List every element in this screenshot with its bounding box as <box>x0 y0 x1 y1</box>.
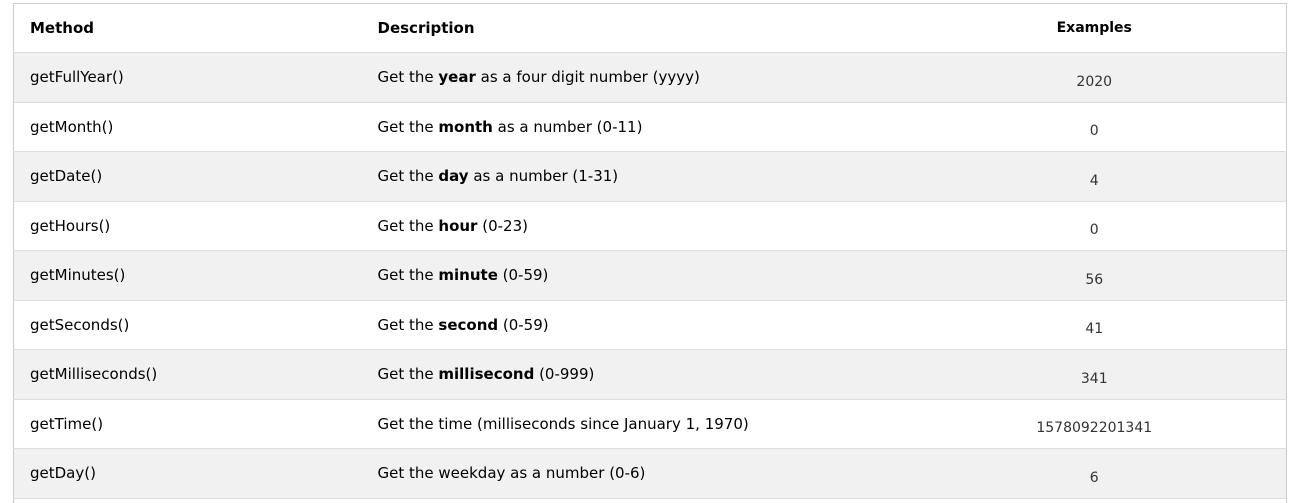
description-text: (0-59) <box>497 266 549 285</box>
description-keyword: hour <box>438 216 478 235</box>
table-row: getHours() Get the hour (0-23) 0 <box>13 201 1287 251</box>
description-text: as a number (0-11) <box>492 117 643 136</box>
table-row: getSeconds() Get the second (0-59) 41 <box>13 300 1287 350</box>
table-row: getDay() Get the weekday as a number (0-… <box>13 448 1287 499</box>
description-text: (0-23) <box>477 216 528 235</box>
column-header-method: Method <box>13 3 362 53</box>
description-cell: Get the weekday as a number (0-6) <box>362 449 903 499</box>
table-row: getFullYear() Get the year as a four dig… <box>13 52 1287 103</box>
table-header: Method Description Examples <box>13 3 1287 53</box>
description-keyword: second <box>438 315 499 334</box>
method-cell: getHours() <box>30 216 111 235</box>
example-value: 6 <box>1089 469 1099 486</box>
example-value: 0 <box>1089 222 1099 239</box>
description-keyword: minute <box>438 266 498 285</box>
example-value: 341 <box>1080 370 1108 387</box>
description-cell: Get the day as a number (1-31) <box>362 152 903 202</box>
method-cell: getTime() <box>30 414 104 433</box>
description-text: Get the <box>377 365 439 384</box>
example-value: 2020 <box>1076 73 1113 90</box>
description-text: Get the <box>377 167 439 186</box>
table-row: getTime() Get the time (milliseconds sin… <box>13 399 1287 449</box>
date-methods-table: Method Description Examples getFullYear(… <box>13 3 1287 503</box>
table-row: getMinutes() Get the minute (0-59) 56 <box>13 250 1287 301</box>
description-keyword: millisecond <box>438 365 535 384</box>
description-keyword: year <box>438 68 476 87</box>
description-text: Get the weekday as a number (0-6) <box>377 464 646 483</box>
method-cell: getFullYear() <box>30 68 124 87</box>
header-row: Method Description Examples <box>13 3 1287 53</box>
method-cell: getMilliseconds() <box>30 365 158 384</box>
description-text: Get the time (milliseconds since January… <box>377 414 749 433</box>
description-text: Get the <box>377 117 439 136</box>
description-cell: Get the month as a number (0-11) <box>362 102 903 152</box>
method-cell: getDate() <box>30 167 103 186</box>
table-row: getMonth() Get the month as a number (0-… <box>13 102 1287 152</box>
description-cell: Get the hour (0-23) <box>362 201 903 251</box>
method-cell: getSeconds() <box>30 315 130 334</box>
description-keyword: day <box>438 167 469 186</box>
description-cell: Get the millisecond (0-999) <box>362 350 903 400</box>
description-cell: Get the time (milliseconds since January… <box>362 399 903 449</box>
method-cell: getDay() <box>30 464 96 483</box>
description-text: Get the <box>377 68 439 87</box>
description-text: (0-59) <box>498 315 549 334</box>
example-value: 4 <box>1089 172 1099 189</box>
method-cell: getMonth() <box>30 117 114 136</box>
example-value: 1578092201341 <box>1036 420 1153 437</box>
example-value: 56 <box>1085 271 1104 288</box>
column-header-examples: Examples <box>902 3 1287 53</box>
method-cell: getMinutes() <box>30 266 126 285</box>
table-row: getMilliseconds() Get the millisecond (0… <box>13 349 1287 400</box>
description-keyword: month <box>438 117 493 136</box>
description-text: Get the <box>377 216 439 235</box>
example-value: 0 <box>1089 123 1099 140</box>
example-value: 41 <box>1085 321 1104 338</box>
table-body: getFullYear() Get the year as a four dig… <box>13 52 1287 503</box>
column-header-description: Description <box>361 3 903 53</box>
description-text: Get the <box>377 315 439 334</box>
description-text: as a four digit number (yyyy) <box>475 68 700 87</box>
description-cell: Get the year as a four digit number (yyy… <box>362 53 903 103</box>
description-cell: Get the second (0-59) <box>362 300 903 350</box>
description-text: Get the <box>377 266 439 285</box>
description-cell: Get the minute (0-59) <box>362 251 903 301</box>
description-text: as a number (1-31) <box>468 167 619 186</box>
table-row: getDate() Get the day as a number (1-31)… <box>13 151 1287 202</box>
description-text: (0-999) <box>534 365 595 384</box>
partial-row <box>13 498 1287 503</box>
